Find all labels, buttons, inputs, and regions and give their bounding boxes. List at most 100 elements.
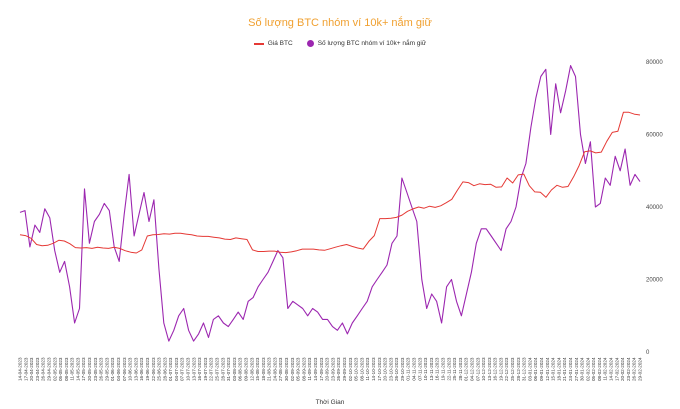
x-tick-label: 22-06-2023 xyxy=(151,357,156,381)
x-tick-label: 01-12-2023 xyxy=(464,357,469,381)
x-tick-label: 11-05-2023 xyxy=(70,357,75,381)
x-tick-label: 26-04-2023 xyxy=(41,357,46,381)
x-tick-label: 01-07-2023 xyxy=(168,357,173,381)
x-tick-label: 10-06-2023 xyxy=(128,357,133,381)
x-tick-label: 07-06-2023 xyxy=(122,357,127,381)
x-tick-label: 25-12-2023 xyxy=(510,357,515,381)
x-tick-label: 06-08-2023 xyxy=(238,357,243,381)
x-tick-label: 16-07-2023 xyxy=(197,357,202,381)
x-tick-label: 18-08-2023 xyxy=(261,357,266,381)
x-tick-label: 29-04-2023 xyxy=(46,357,51,381)
x-tick-label: 30-08-2023 xyxy=(284,357,289,381)
x-tick-label: 11-02-2024 xyxy=(603,357,608,381)
x-tick-label: 08-05-2023 xyxy=(64,357,69,381)
x-tick-label: 22-12-2023 xyxy=(504,357,509,381)
x-tick-label: 16-11-2023 xyxy=(435,357,440,381)
x-tick-label: 16-06-2023 xyxy=(139,357,144,381)
x-tick-label: 12-08-2023 xyxy=(249,357,254,381)
x-tick-label: 24-01-2024 xyxy=(568,357,573,381)
x-tick-label: 14-09-2023 xyxy=(313,357,318,381)
x-tick-label: 14-02-2024 xyxy=(609,357,614,381)
legend-item-price[interactable]: Giá BTC xyxy=(253,40,293,47)
x-tick-label: 28-11-2023 xyxy=(458,357,463,381)
x-tick-label: 03-08-2023 xyxy=(232,357,237,381)
x-tick-label: 02-09-2023 xyxy=(290,357,295,381)
x-tick-label: 29-09-2023 xyxy=(342,357,347,381)
x-tick-label: 22-07-2023 xyxy=(209,357,214,381)
legend-item-holdings[interactable]: Số lượng BTC nhóm ví 10k+ nắm giữ xyxy=(306,40,427,47)
series-line-holdings xyxy=(19,65,641,342)
x-tick-label: 02-02-2024 xyxy=(585,357,590,381)
x-axis-label: Thời Gian xyxy=(316,399,345,406)
chart-title: Số lượng BTC nhóm ví 10k+ nắm giữ xyxy=(248,17,432,29)
x-tick-label: 25-07-2023 xyxy=(215,357,220,381)
x-tick-label: 19-12-2023 xyxy=(498,357,503,381)
chart-legend: Giá BTC Số lượng BTC nhóm ví 10k+ nắm gi… xyxy=(0,40,680,47)
x-tick-label: 15-01-2024 xyxy=(551,357,556,381)
x-tick-label: 04-12-2023 xyxy=(469,357,474,381)
x-tick-label: 19-11-2023 xyxy=(440,357,445,381)
x-tick-label: 01-11-2023 xyxy=(406,357,411,381)
y-tick-label-right: 60000 xyxy=(646,133,663,139)
x-tick-label: 14-05-2023 xyxy=(75,357,80,381)
y-tick-label-right: 80000 xyxy=(646,60,663,66)
x-tick-label: 14-10-2023 xyxy=(371,357,376,381)
x-tick-label: 11-10-2023 xyxy=(365,357,370,381)
x-tick-label: 08-02-2024 xyxy=(597,357,602,381)
x-tick-label: 19-07-2023 xyxy=(203,357,208,381)
x-tick-label: 16-12-2023 xyxy=(493,357,498,381)
x-tick-label: 24-08-2023 xyxy=(272,357,277,381)
x-tick-label: 10-12-2023 xyxy=(481,357,486,381)
x-tick-label: 27-01-2024 xyxy=(574,357,579,381)
x-tick-label: 12-01-2024 xyxy=(545,357,550,381)
x-tick-label: 26-05-2023 xyxy=(99,357,104,381)
x-tick-label: 22-11-2023 xyxy=(446,357,451,381)
x-tick-label: 03-01-2024 xyxy=(527,357,532,381)
x-tick-label: 08-10-2023 xyxy=(359,357,364,381)
x-tick-label: 23-10-2023 xyxy=(388,357,393,381)
x-tick-label: 04-07-2023 xyxy=(174,357,179,381)
x-tick-label: 05-09-2023 xyxy=(296,357,301,381)
x-tick-label: 31-07-2023 xyxy=(226,357,231,381)
y-tick-label-right: 20000 xyxy=(646,278,663,284)
x-tick-label: 05-05-2023 xyxy=(58,357,63,381)
x-tick-label: 29-05-2023 xyxy=(104,357,109,381)
x-tick-label: 02-10-2023 xyxy=(348,357,353,381)
x-tick-label: 23-05-2023 xyxy=(93,357,98,381)
x-tick-label: 20-05-2023 xyxy=(87,357,92,381)
x-tick-label: 25-06-2023 xyxy=(157,357,162,381)
x-tick-label: 09-08-2023 xyxy=(243,357,248,381)
x-tick-label: 21-08-2023 xyxy=(267,357,272,381)
x-tick-label: 28-12-2023 xyxy=(516,357,521,381)
x-tick-label: 23-02-2024 xyxy=(626,357,631,381)
y-tick-label-right: 40000 xyxy=(646,205,663,211)
legend-line-icon xyxy=(253,42,264,45)
x-tick-label: 20-04-2023 xyxy=(29,357,34,381)
series-line-price xyxy=(19,111,641,254)
x-tick-label: 26-02-2024 xyxy=(632,357,637,381)
x-tick-label: 07-12-2023 xyxy=(475,357,480,381)
x-tick-label: 11-09-2023 xyxy=(307,357,312,381)
x-tick-label: 20-10-2023 xyxy=(383,357,388,381)
x-tick-label: 13-11-2023 xyxy=(429,357,434,381)
x-tick-label: 04-11-2023 xyxy=(412,357,417,381)
x-tick-label: 26-09-2023 xyxy=(336,357,341,381)
x-tick-label: 15-08-2023 xyxy=(255,357,260,381)
x-tick-label: 06-01-2024 xyxy=(533,357,538,381)
x-tick-label: 29-10-2023 xyxy=(400,357,405,381)
x-tick-label: 18-01-2024 xyxy=(556,357,561,381)
x-tick-label: 29-02-2024 xyxy=(638,357,643,381)
x-tick-label: 19-06-2023 xyxy=(145,357,150,381)
x-tick-label: 01-06-2023 xyxy=(110,357,115,381)
x-tick-label: 17-05-2023 xyxy=(81,357,86,381)
legend-label-holdings: Số lượng BTC nhóm ví 10k+ nắm giữ xyxy=(317,40,427,47)
x-tick-label: 17-02-2024 xyxy=(614,357,619,381)
y-tick-label-right: 0 xyxy=(646,350,650,356)
x-tick-label: 05-10-2023 xyxy=(354,357,359,381)
x-tick-label: 02-05-2023 xyxy=(52,357,57,381)
x-tick-label: 10-11-2023 xyxy=(423,357,428,381)
x-tick-label: 17-10-2023 xyxy=(377,357,382,381)
x-tick-label: 23-09-2023 xyxy=(330,357,335,381)
